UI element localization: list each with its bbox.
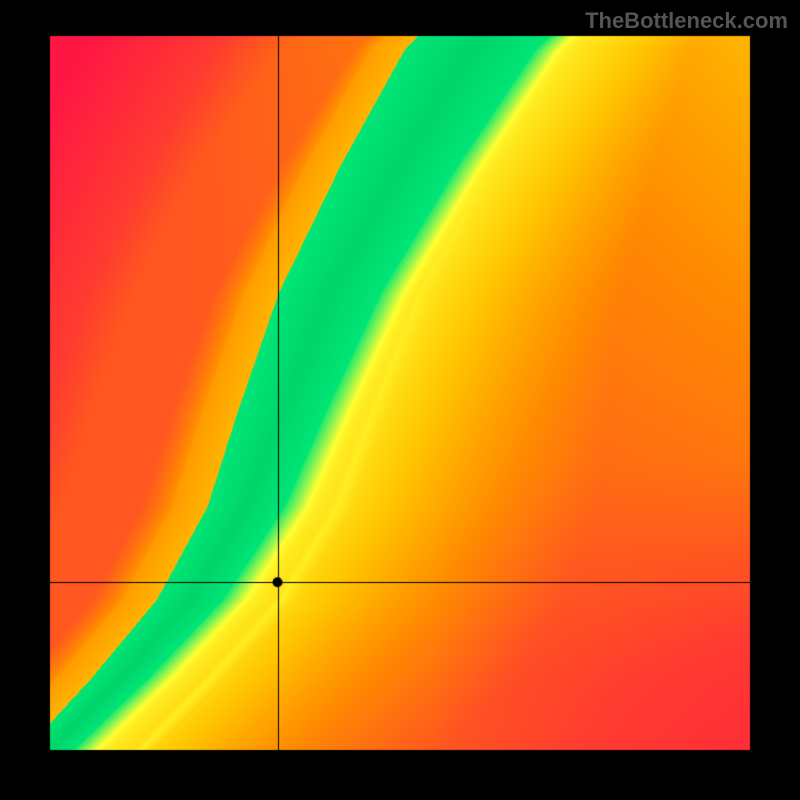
heatmap-canvas — [0, 0, 800, 800]
watermark-label: TheBottleneck.com — [585, 8, 788, 34]
chart-container: TheBottleneck.com — [0, 0, 800, 800]
